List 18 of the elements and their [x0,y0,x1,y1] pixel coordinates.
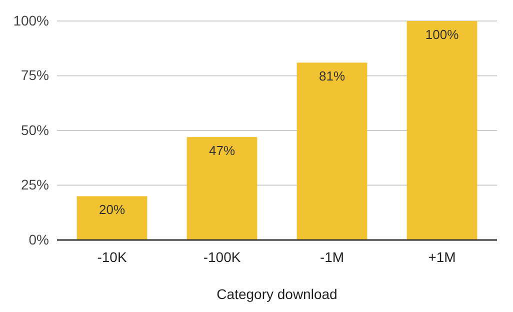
x-tick-label: -100K [203,248,242,265]
x-tick-label: -10K [97,248,128,265]
data-label: 47% [208,143,236,158]
data-label: 100% [425,27,460,42]
y-tick-label: 50% [20,122,49,138]
bar [76,196,148,240]
x-tick-label: +1M [428,248,456,265]
bar [186,137,258,240]
y-tick-label: 100% [13,12,49,28]
bar [406,21,478,240]
x-tick-label: -1M [320,248,344,265]
x-axis-title: Category download [216,286,338,302]
bar [296,62,368,240]
y-tick-label: 25% [20,176,49,193]
y-tick-label: 0% [28,231,49,248]
data-label: 20% [98,202,126,218]
y-tick-label: 75% [20,67,49,84]
data-label: 81% [318,68,346,84]
